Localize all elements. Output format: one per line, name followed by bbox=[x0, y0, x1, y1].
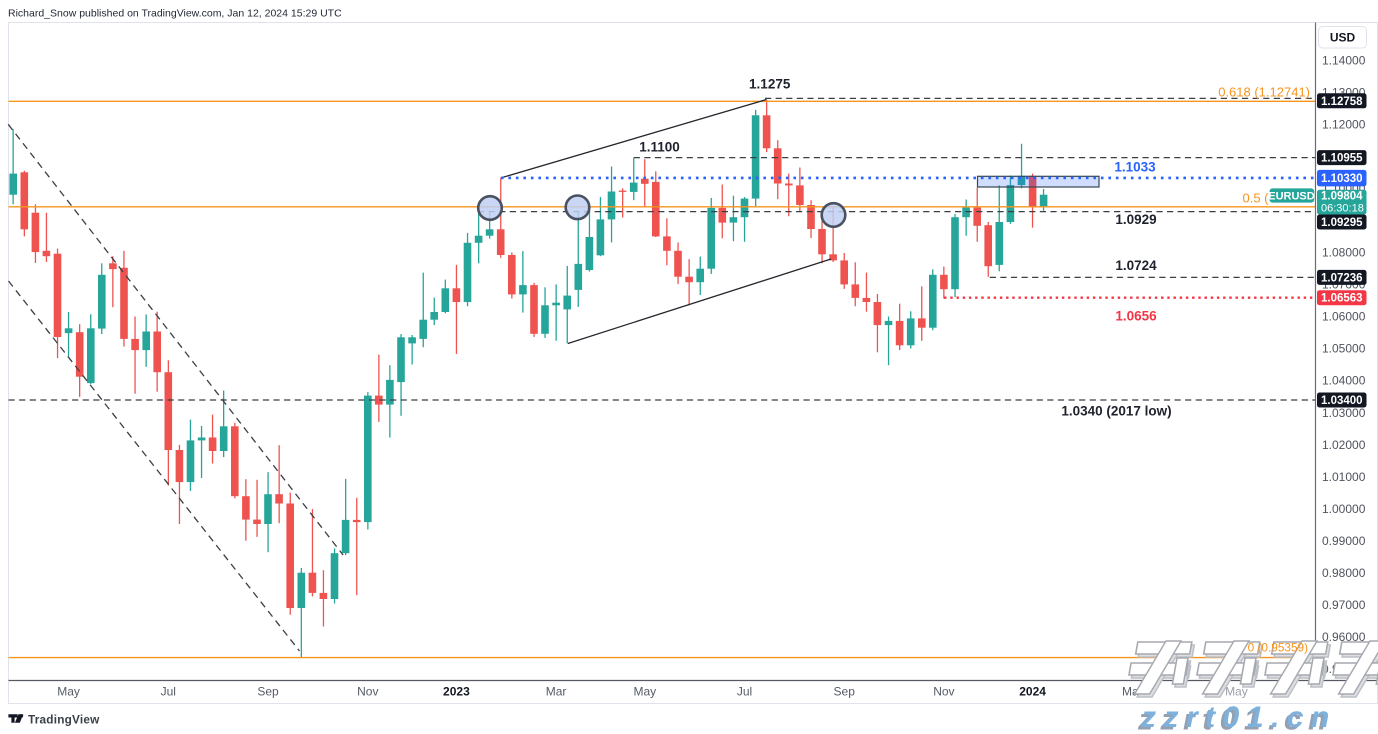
svg-text:1.12000: 1.12000 bbox=[1322, 118, 1366, 132]
svg-text:1.06000: 1.06000 bbox=[1322, 310, 1366, 324]
svg-text:1.08000: 1.08000 bbox=[1322, 246, 1366, 260]
svg-text:0.5 (: 0.5 ( bbox=[1242, 190, 1269, 205]
svg-text:Jul: Jul bbox=[737, 685, 752, 699]
svg-text:1.0929: 1.0929 bbox=[1115, 212, 1156, 227]
svg-text:0.97000: 0.97000 bbox=[1322, 598, 1366, 612]
svg-text:0.99000: 0.99000 bbox=[1322, 534, 1366, 548]
svg-text:1.10955: 1.10955 bbox=[1321, 153, 1363, 165]
svg-text:0.98000: 0.98000 bbox=[1322, 566, 1366, 580]
svg-text:Nov: Nov bbox=[357, 685, 378, 699]
svg-text:1.14000: 1.14000 bbox=[1322, 53, 1366, 67]
svg-text:1.04000: 1.04000 bbox=[1322, 374, 1366, 388]
svg-text:0 (0.95359): 0 (0.95359) bbox=[1248, 641, 1308, 655]
svg-text:May: May bbox=[1225, 685, 1248, 699]
svg-text:Sep: Sep bbox=[834, 685, 856, 699]
svg-text:1.0724: 1.0724 bbox=[1115, 258, 1157, 273]
svg-text:1.02000: 1.02000 bbox=[1322, 438, 1366, 452]
svg-text:1.09295: 1.09295 bbox=[1321, 217, 1363, 229]
svg-text:1.01000: 1.01000 bbox=[1322, 470, 1366, 484]
svg-text:1.12758: 1.12758 bbox=[1321, 96, 1363, 108]
svg-text:zzrt01.cn: zzrt01.cn bbox=[1140, 701, 1337, 734]
svg-text:0.618 (1.12741): 0.618 (1.12741) bbox=[1218, 85, 1310, 100]
svg-text:Sep: Sep bbox=[257, 685, 279, 699]
svg-text:1.06563: 1.06563 bbox=[1321, 293, 1363, 305]
svg-text:2023: 2023 bbox=[443, 685, 470, 699]
svg-text:1.1033: 1.1033 bbox=[1114, 160, 1156, 175]
svg-text:06:30:18: 06:30:18 bbox=[1321, 202, 1364, 214]
svg-text:0.96000: 0.96000 bbox=[1322, 630, 1366, 644]
svg-text:Jul: Jul bbox=[161, 685, 176, 699]
svg-text:USD: USD bbox=[1330, 31, 1356, 45]
svg-text:Richard_Snow published on Trad: Richard_Snow published on TradingView.co… bbox=[8, 8, 342, 20]
svg-text:1.05000: 1.05000 bbox=[1322, 342, 1366, 356]
svg-text:EURUSD: EURUSD bbox=[1268, 191, 1315, 203]
svg-text:May: May bbox=[57, 685, 80, 699]
svg-text:1.07236: 1.07236 bbox=[1321, 272, 1363, 284]
svg-text:1.00000: 1.00000 bbox=[1322, 502, 1366, 516]
svg-text:1.03000: 1.03000 bbox=[1322, 406, 1366, 420]
svg-text:Mar: Mar bbox=[546, 685, 567, 699]
svg-text:1.10330: 1.10330 bbox=[1321, 173, 1363, 185]
svg-text:TradingView: TradingView bbox=[28, 713, 100, 727]
svg-text:May: May bbox=[633, 685, 656, 699]
svg-text:zzrt01.cn: zzrt01.cn bbox=[1137, 704, 1334, 734]
svg-text:1.1275: 1.1275 bbox=[749, 77, 791, 92]
svg-text:1.0340 (2017 low): 1.0340 (2017 low) bbox=[1061, 404, 1171, 419]
svg-text:1.0656: 1.0656 bbox=[1115, 309, 1157, 324]
svg-text:1.1100: 1.1100 bbox=[639, 140, 680, 155]
svg-text:1.03400: 1.03400 bbox=[1321, 395, 1363, 407]
svg-text:Nov: Nov bbox=[933, 685, 954, 699]
svg-text:2024: 2024 bbox=[1019, 685, 1046, 699]
svg-text:1.09804: 1.09804 bbox=[1321, 191, 1363, 203]
